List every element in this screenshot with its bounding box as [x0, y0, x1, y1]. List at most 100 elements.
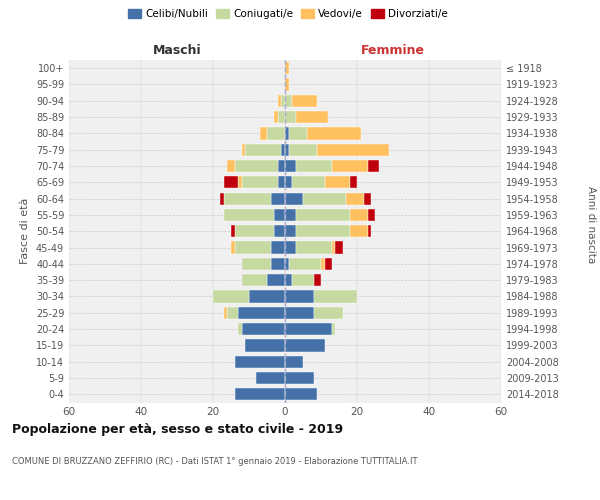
Bar [235, 356, 285, 368]
Bar [285, 144, 289, 156]
Bar [267, 274, 285, 286]
Bar [249, 290, 285, 302]
Bar [285, 356, 303, 368]
Bar [278, 94, 281, 107]
Bar [281, 144, 285, 156]
Bar [245, 144, 281, 156]
Bar [271, 258, 285, 270]
Bar [296, 111, 328, 123]
Bar [213, 290, 249, 302]
Bar [350, 176, 357, 188]
Bar [303, 192, 346, 204]
Bar [224, 192, 271, 204]
Bar [285, 340, 325, 351]
Bar [235, 160, 278, 172]
Bar [350, 209, 368, 221]
Bar [296, 160, 332, 172]
Bar [285, 128, 289, 140]
Bar [271, 192, 285, 204]
Bar [267, 128, 285, 140]
Bar [285, 306, 314, 319]
Text: Anni di nascita: Anni di nascita [586, 186, 596, 264]
Bar [242, 176, 278, 188]
Bar [285, 225, 296, 237]
Bar [271, 242, 285, 254]
Bar [285, 192, 303, 204]
Bar [278, 176, 285, 188]
Bar [368, 225, 371, 237]
Bar [274, 209, 285, 221]
Bar [285, 160, 296, 172]
Bar [332, 160, 368, 172]
Bar [256, 372, 285, 384]
Bar [274, 111, 278, 123]
Bar [292, 274, 314, 286]
Bar [231, 225, 235, 237]
Bar [285, 258, 289, 270]
Bar [281, 94, 285, 107]
Bar [220, 192, 224, 204]
Bar [325, 258, 332, 270]
Bar [235, 225, 274, 237]
Bar [231, 242, 235, 254]
Bar [332, 323, 335, 335]
Bar [285, 290, 314, 302]
Text: Popolazione per età, sesso e stato civile - 2019: Popolazione per età, sesso e stato civil… [12, 422, 343, 436]
Bar [307, 128, 361, 140]
Bar [245, 340, 285, 351]
Bar [325, 176, 350, 188]
Bar [242, 323, 285, 335]
Bar [296, 209, 350, 221]
Bar [292, 176, 325, 188]
Bar [317, 144, 389, 156]
Bar [227, 160, 235, 172]
Text: COMUNE DI BRUZZANO ZEFFIRIO (RC) - Dati ISTAT 1° gennaio 2019 - Elaborazione TUT: COMUNE DI BRUZZANO ZEFFIRIO (RC) - Dati … [12, 458, 418, 466]
Bar [368, 160, 379, 172]
Bar [285, 323, 332, 335]
Bar [346, 192, 364, 204]
Bar [285, 274, 292, 286]
Text: Femmine: Femmine [361, 44, 425, 57]
Bar [274, 225, 285, 237]
Bar [314, 274, 321, 286]
Bar [289, 258, 321, 270]
Bar [285, 62, 289, 74]
Bar [224, 176, 238, 188]
Bar [285, 111, 296, 123]
Bar [314, 290, 357, 302]
Bar [285, 94, 292, 107]
Bar [285, 209, 296, 221]
Bar [350, 225, 368, 237]
Bar [296, 225, 350, 237]
Bar [227, 306, 238, 319]
Bar [368, 209, 375, 221]
Bar [321, 258, 325, 270]
Bar [289, 144, 317, 156]
Bar [285, 176, 292, 188]
Bar [364, 192, 371, 204]
Bar [296, 242, 332, 254]
Bar [289, 128, 307, 140]
Bar [235, 242, 271, 254]
Bar [260, 128, 267, 140]
Y-axis label: Fasce di età: Fasce di età [20, 198, 30, 264]
Bar [235, 388, 285, 400]
Bar [242, 144, 245, 156]
Bar [285, 372, 314, 384]
Bar [292, 94, 317, 107]
Bar [238, 306, 285, 319]
Bar [238, 323, 242, 335]
Bar [335, 242, 343, 254]
Bar [224, 209, 274, 221]
Legend: Celibi/Nubili, Coniugati/e, Vedovi/e, Divorziati/e: Celibi/Nubili, Coniugati/e, Vedovi/e, Di… [124, 5, 452, 24]
Bar [242, 258, 271, 270]
Bar [332, 242, 335, 254]
Bar [242, 274, 267, 286]
Bar [224, 306, 227, 319]
Bar [278, 111, 285, 123]
Bar [238, 176, 242, 188]
Bar [285, 242, 296, 254]
Bar [314, 306, 343, 319]
Bar [285, 388, 317, 400]
Bar [278, 160, 285, 172]
